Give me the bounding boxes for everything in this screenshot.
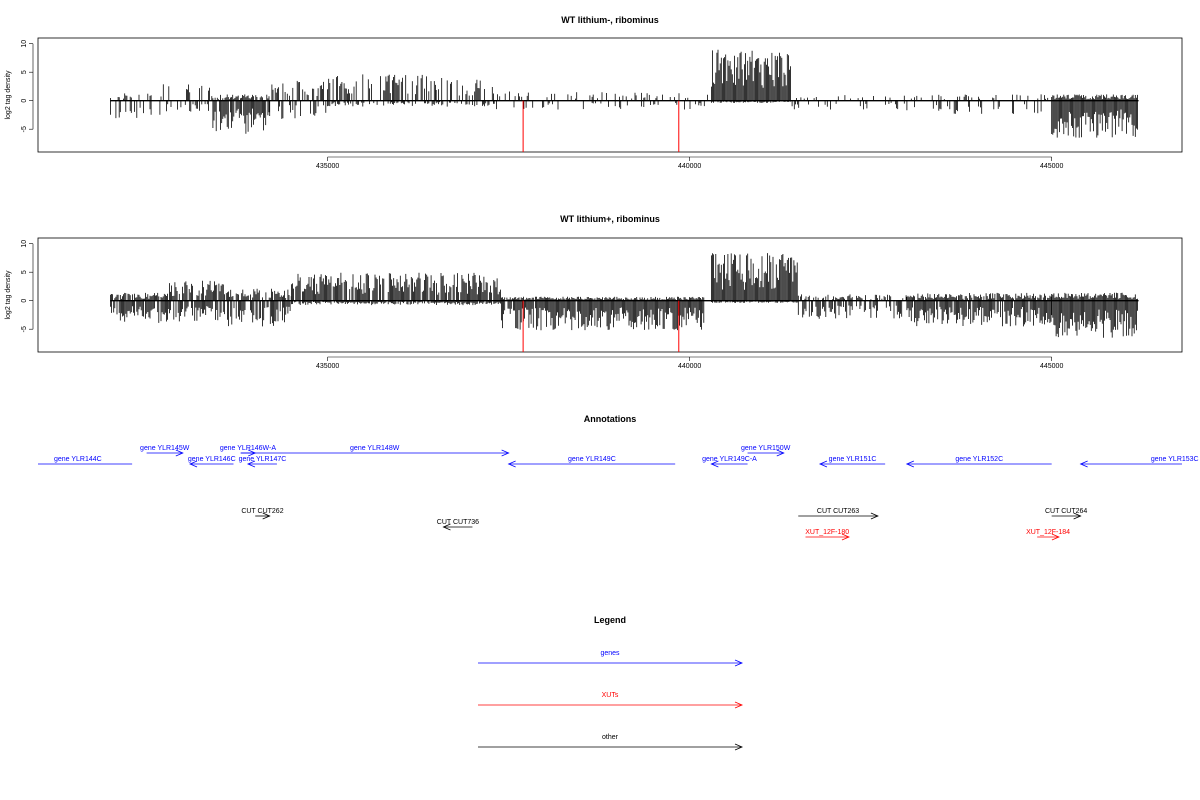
legend-label: XUTs bbox=[602, 692, 619, 699]
x-axis: 435000 440000 445000 bbox=[316, 356, 1063, 370]
xut-feature-label: XUT_12F-184 bbox=[1026, 529, 1070, 536]
y-tick-label: 0 bbox=[21, 99, 28, 103]
gene-feature-head bbox=[818, 460, 828, 468]
y-tick-label: -5 bbox=[21, 326, 28, 332]
gene-feature-head bbox=[189, 460, 198, 468]
y-axis: -5 0 5 10 bbox=[21, 40, 34, 132]
gene-feature-label: gene YLR151C bbox=[829, 456, 877, 463]
gene-feature: gene YLR149C-A bbox=[702, 456, 757, 468]
signal-bars bbox=[110, 253, 1139, 352]
y-tick-label: 0 bbox=[21, 299, 28, 303]
xut-feature-label: XUT_12F-180 bbox=[805, 529, 849, 536]
cut-feature-label: CUT CUT263 bbox=[817, 508, 859, 515]
cut-feature: CUT CUT263 bbox=[798, 508, 879, 520]
legend-label: other bbox=[602, 734, 619, 741]
signal-bars bbox=[110, 49, 1139, 152]
y-tick-label: 10 bbox=[21, 240, 28, 248]
x-tick-label: 445000 bbox=[1040, 163, 1063, 170]
gene-feature: gene YLR152C bbox=[905, 456, 1052, 468]
gene-feature-label: gene YLR145W bbox=[140, 445, 190, 452]
gene-feature-label: gene YLR149C bbox=[568, 456, 616, 463]
gene-feature-label: gene YLR152C bbox=[955, 456, 1003, 463]
gene-feature-label: gene YLR146W-A bbox=[220, 445, 276, 452]
plot-frame bbox=[37, 37, 1183, 153]
gene-feature-label: gene YLR148W bbox=[350, 445, 400, 452]
legend-item: XUTs bbox=[478, 692, 744, 709]
gene-feature-head bbox=[710, 460, 719, 468]
legend-item: other bbox=[478, 734, 744, 751]
gene-feature-head bbox=[501, 449, 510, 457]
y-axis: -5 0 5 10 bbox=[21, 240, 34, 332]
annotations-title: Annotations bbox=[584, 414, 637, 424]
annotations-track: Annotations gene YLR144C gene YLR145W gene… bbox=[38, 414, 1199, 541]
gene-feature: gene YLR151C bbox=[818, 456, 886, 468]
gene-feature: gene YLR146C bbox=[188, 456, 236, 468]
gene-feature-label: gene YLR146C bbox=[188, 456, 236, 463]
cut-feature: CUT CUT262 bbox=[241, 508, 284, 520]
x-tick-label: 435000 bbox=[316, 163, 339, 170]
gene-feature-head bbox=[776, 449, 785, 457]
plot-frame bbox=[37, 237, 1183, 353]
cut-feature-label: CUT CUT264 bbox=[1045, 508, 1087, 515]
y-tick-label: 5 bbox=[21, 270, 28, 274]
gene-feature-head bbox=[246, 460, 256, 468]
y-axis-label: log2 tag density bbox=[5, 70, 12, 120]
cut-feature-head bbox=[262, 512, 271, 520]
x-tick-label: 440000 bbox=[678, 163, 701, 170]
track-panel-lithium-minus: WT lithium-, ribominus log2 tag density … bbox=[5, 15, 1183, 170]
xut-feature-head bbox=[1051, 533, 1060, 541]
y-tick-label: 5 bbox=[21, 70, 28, 74]
panel-title: WT lithium-, ribominus bbox=[561, 15, 659, 25]
gene-feature-label: gene YLR153C bbox=[1151, 456, 1199, 463]
cut-feature-head bbox=[870, 512, 879, 520]
track-panel-lithium-plus: WT lithium+, ribominus log2 tag density … bbox=[5, 214, 1183, 370]
y-tick-label: 10 bbox=[21, 40, 28, 48]
panel-title: WT lithium+, ribominus bbox=[560, 214, 660, 224]
cut-feature-head bbox=[442, 523, 451, 531]
legend-title: Legend bbox=[594, 615, 626, 625]
y-axis-label: log2 tag density bbox=[5, 270, 12, 320]
legend-item: genes bbox=[478, 650, 744, 667]
gene-feature: gene YLR146W-A bbox=[220, 445, 276, 457]
x-axis: 435000 440000 445000 bbox=[316, 156, 1063, 170]
gene-feature: gene YLR144C bbox=[38, 456, 133, 465]
legend-arrowhead bbox=[734, 743, 744, 751]
gene-feature: gene YLR149C bbox=[507, 456, 676, 468]
cut-feature: CUT CUT264 bbox=[1045, 508, 1087, 520]
xut-feature: XUT_12F-180 bbox=[805, 529, 850, 541]
gene-feature-head bbox=[507, 460, 516, 468]
legend: Legend genes XUTs other bbox=[478, 615, 744, 751]
legend-arrowhead bbox=[734, 659, 744, 667]
x-tick-label: 445000 bbox=[1040, 363, 1063, 370]
gene-feature-head bbox=[175, 449, 184, 457]
gene-feature: gene YLR150W bbox=[741, 445, 791, 457]
xut-feature-head bbox=[841, 533, 850, 541]
gene-feature: gene YLR147C bbox=[239, 456, 287, 468]
y-tick-label: -5 bbox=[21, 126, 28, 132]
xut-feature: XUT_12F-184 bbox=[1026, 529, 1070, 541]
gene-feature-head bbox=[1079, 460, 1088, 468]
gene-feature: gene YLR153C bbox=[1079, 456, 1199, 468]
cut-feature-label: CUT CUT262 bbox=[241, 508, 283, 515]
cut-feature-head bbox=[1073, 512, 1082, 520]
gene-feature-label: gene YLR147C bbox=[239, 456, 287, 463]
gene-feature-label: gene YLR149C-A bbox=[702, 456, 757, 463]
x-tick-label: 435000 bbox=[316, 363, 339, 370]
cut-feature-label: CUT CUT736 bbox=[437, 519, 479, 526]
x-tick-label: 440000 bbox=[678, 363, 701, 370]
gene-feature-label: gene YLR144C bbox=[54, 456, 102, 463]
gene-feature-head bbox=[905, 460, 915, 468]
gene-feature: gene YLR148W bbox=[240, 445, 510, 457]
gene-feature: gene YLR145W bbox=[140, 445, 190, 457]
legend-arrowhead bbox=[734, 701, 744, 709]
cut-feature: CUT CUT736 bbox=[437, 519, 479, 531]
legend-label: genes bbox=[600, 650, 620, 657]
gene-feature-label: gene YLR150W bbox=[741, 445, 791, 452]
legend-items: genes XUTs other bbox=[478, 650, 744, 751]
